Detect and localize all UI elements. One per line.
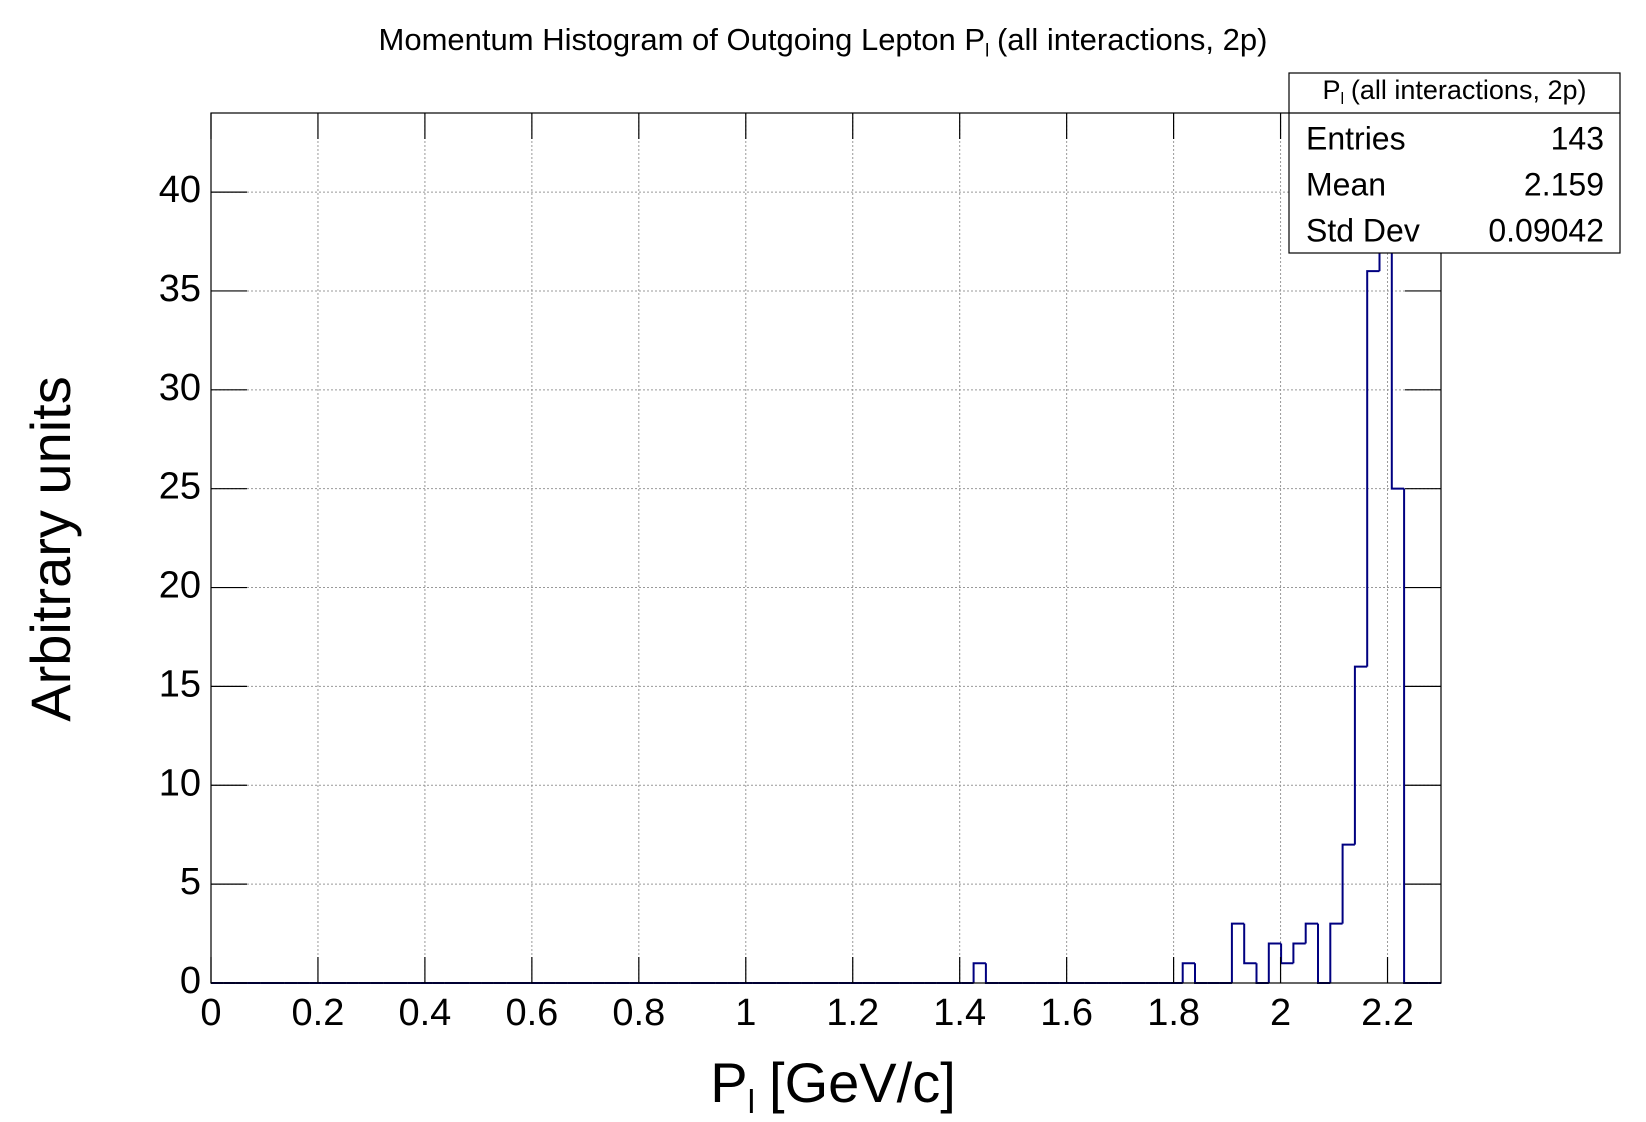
histogram-bin (1366, 270, 1380, 667)
histogram-bin (1230, 922, 1245, 983)
x-tick-label: 0.8 (612, 992, 665, 1034)
chart-title-sub: l (985, 39, 989, 60)
x-tick-label: 0.6 (505, 992, 558, 1034)
y-tick-label: 40 (159, 169, 201, 211)
chart-title: Momentum Histogram of Outgoing Lepton Pl… (379, 22, 1268, 60)
stats-value: 2.159 (1524, 166, 1604, 202)
stats-title: Pl (all interactions, 2p) (1323, 75, 1587, 108)
histogram-bin (1243, 923, 1257, 965)
x-tick-label: 0.2 (292, 992, 345, 1034)
x-axis-label-rest: [GeV/c] (769, 1051, 956, 1114)
x-axis-label: Pl [GeV/c] (710, 1051, 956, 1121)
chart-title-main: Momentum Histogram of Outgoing Lepton P (379, 22, 986, 57)
y-tick-label: 25 (159, 466, 201, 508)
histogram-bin (1304, 922, 1318, 944)
x-tick-label: 0 (200, 992, 221, 1034)
histogram-bin (1292, 942, 1306, 964)
stats-title-main: P (1323, 75, 1341, 105)
x-tick-label: 1.6 (1040, 992, 1093, 1034)
stats-label: Mean (1306, 166, 1386, 202)
stats-title-sub: l (1341, 90, 1345, 108)
histogram-bin (1267, 942, 1282, 983)
x-tick-label: 2 (1270, 992, 1291, 1034)
y-tick-label: 30 (159, 367, 201, 409)
y-axis-label: Arbitrary units (19, 376, 82, 721)
x-axis-label-sub: l (748, 1084, 755, 1121)
stats-box (1288, 72, 1621, 254)
histogram-bin (1353, 665, 1368, 845)
y-tick-label: 10 (159, 762, 201, 804)
plot-frame (210, 112, 1442, 984)
x-tick-label: 1.2 (826, 992, 879, 1034)
y-tick-label: 20 (159, 565, 201, 607)
stats-value: 0.09042 (1488, 212, 1604, 248)
x-axis-label-main: P (710, 1051, 747, 1114)
y-tick-label: 15 (159, 663, 201, 705)
histogram-bin (1341, 843, 1355, 924)
stats-label: Std Dev (1306, 212, 1420, 248)
x-tick-label: 2.2 (1361, 992, 1414, 1034)
histogram-bin (972, 962, 986, 983)
y-tick-label: 0 (180, 960, 201, 1002)
stats-title-rest: (all interactions, 2p) (1351, 75, 1587, 105)
chart-title-rest: (all interactions, 2p) (997, 22, 1268, 57)
x-tick-label: 1.4 (933, 992, 986, 1034)
y-tick-label: 35 (159, 268, 201, 310)
stats-value: 143 (1551, 120, 1604, 156)
x-tick-label: 0.4 (398, 992, 451, 1034)
histogram-bin (1181, 962, 1195, 983)
stats-label: Entries (1306, 120, 1406, 156)
x-tick-label: 1.8 (1147, 992, 1200, 1034)
histogram-bin (1390, 152, 1405, 490)
y-tick-label: 5 (180, 861, 201, 903)
x-tick-label: 1 (735, 992, 756, 1034)
histogram-bin (1329, 922, 1343, 983)
